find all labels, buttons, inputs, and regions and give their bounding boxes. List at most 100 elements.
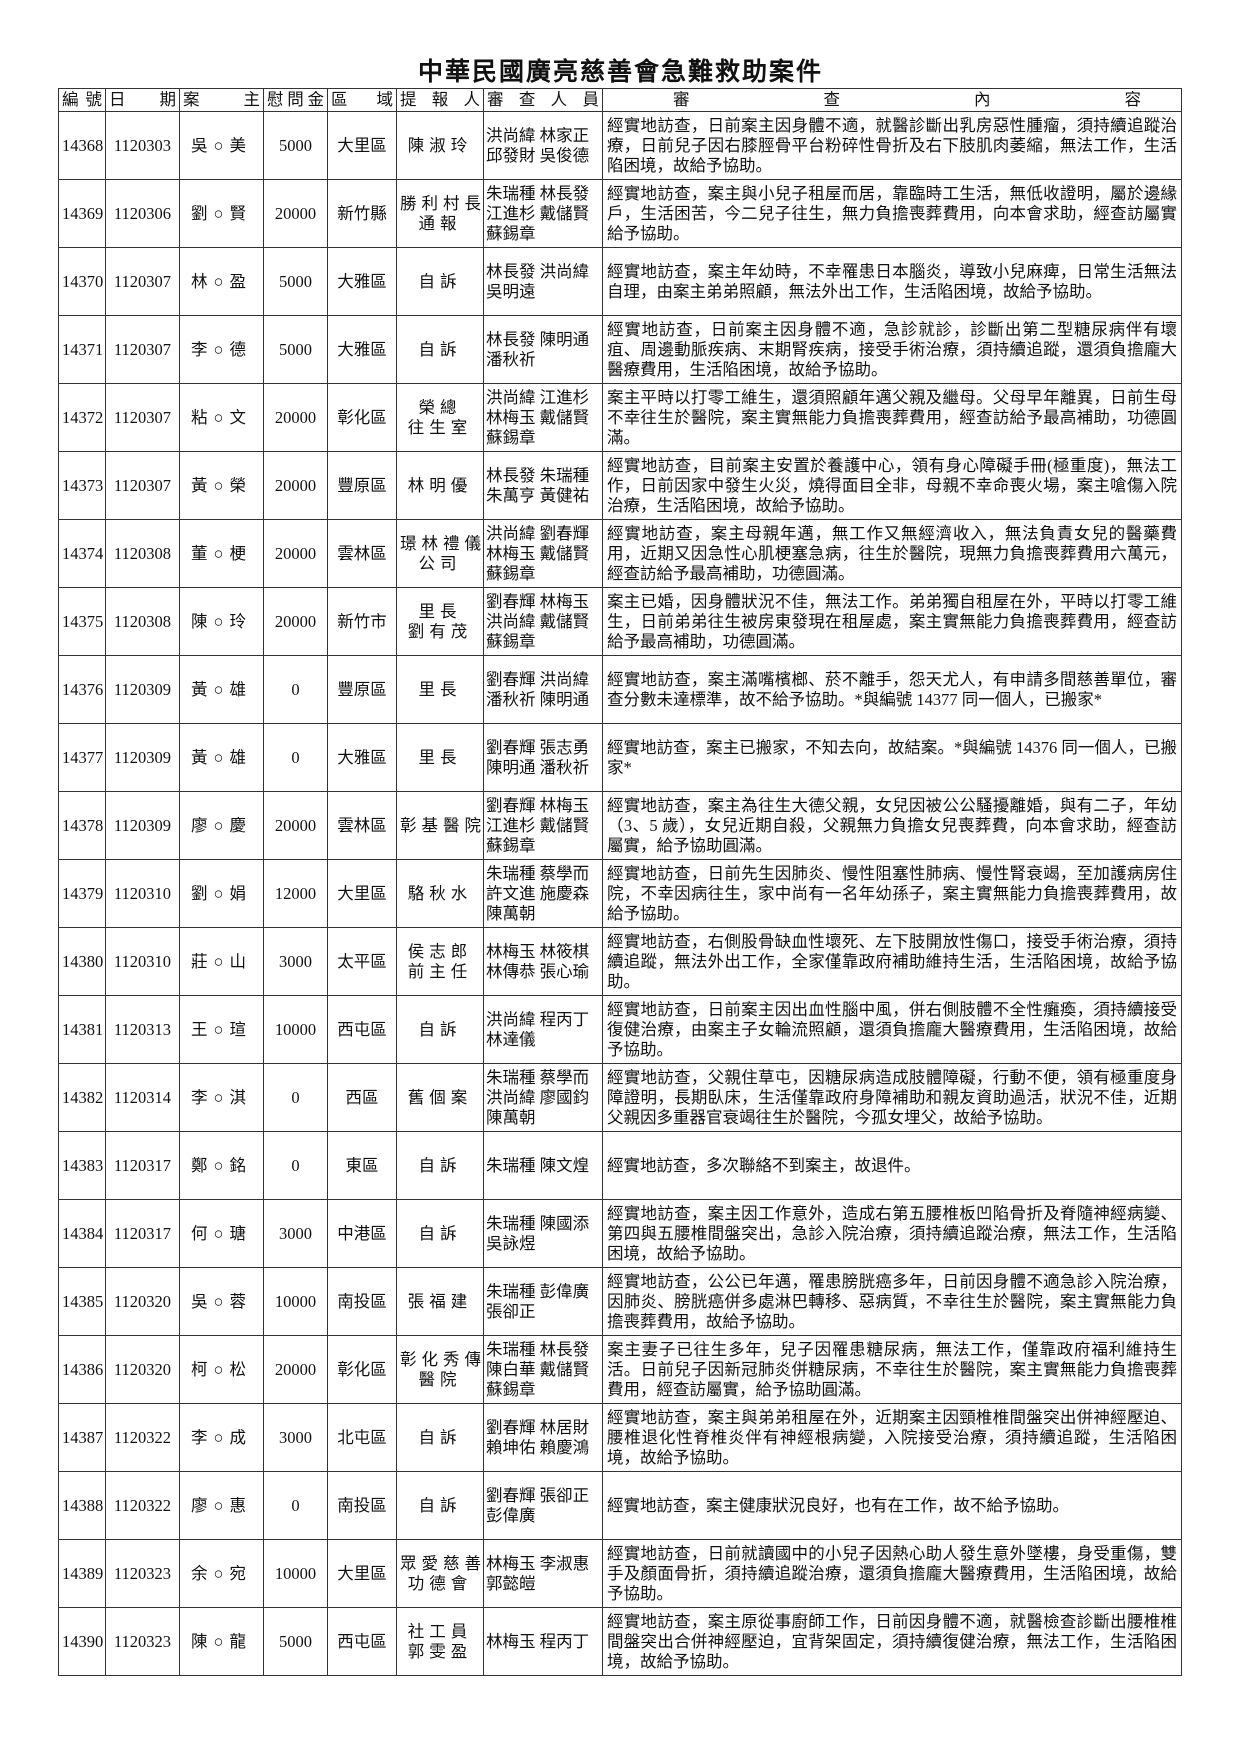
- case-owner: 李○淇: [179, 1063, 264, 1132]
- owner-name: 柯○松: [191, 1359, 252, 1379]
- reviewers: 林長發 朱瑞種 朱萬亨 黃健祐: [483, 451, 603, 520]
- reviewers: 劉春輝 張志勇 陳明通 潘秋祈: [483, 723, 603, 792]
- case-date: 1120309: [105, 655, 180, 724]
- case-number: 14380: [58, 927, 106, 996]
- reporter-line: 駱秋水: [407, 883, 473, 903]
- owner-name: 林○盈: [191, 271, 252, 291]
- area: 大里區: [327, 111, 397, 180]
- case-date: 1120308: [105, 519, 180, 588]
- case-owner: 王○瑄: [179, 995, 264, 1064]
- owner-name: 黃○榮: [191, 475, 252, 495]
- reporter-line: 功德會: [407, 1573, 473, 1593]
- case-number: 14373: [58, 451, 106, 520]
- case-date: 1120307: [105, 315, 180, 384]
- case-date: 1120314: [105, 1063, 180, 1132]
- reporter-line: 劉有茂: [407, 621, 473, 641]
- area: 大雅區: [327, 247, 397, 316]
- case-date: 1120322: [105, 1471, 180, 1540]
- reviewer-line: 陳萬朝: [486, 1107, 536, 1127]
- reviewer-line: 劉春輝 張卻正: [486, 1485, 590, 1505]
- area: 大里區: [327, 859, 397, 928]
- reviewers: 劉春輝 林居財 賴坤佑 賴慶鴻: [483, 1403, 603, 1472]
- condolence-amount: 20000: [263, 587, 328, 656]
- reviewers: 劉春輝 林梅玉 洪尚緯 戴儲賢 蘇錫章: [483, 587, 603, 656]
- case-date: 1120317: [105, 1199, 180, 1268]
- review-content: 經實地訪查，案主原從事廚師工作，日前因身體不適，就醫檢查診斷出腰椎椎間盤突出合併…: [602, 1607, 1182, 1676]
- reviewer-line: 賴坤佑 賴慶鴻: [486, 1437, 590, 1457]
- area: 南投區: [327, 1267, 397, 1336]
- owner-name: 余○宛: [191, 1563, 252, 1583]
- reviewer-line: 朱瑞種 蔡學而: [486, 1067, 590, 1087]
- table-row: 14385 1120320 吳○蓉 10000 南投區 張福建 朱瑞種 彭偉廣 張卻正 經實地訪…: [58, 1267, 1182, 1336]
- reporter-line: 自訴: [418, 1427, 462, 1447]
- reviewers: 洪尚緯 江進杉 林梅玉 戴儲賢 蘇錫章: [483, 383, 603, 452]
- reporter-line: 往生室: [407, 417, 473, 437]
- reporter: 里長 劉有茂: [396, 587, 484, 656]
- reviewer-line: 彭偉廣: [486, 1505, 536, 1525]
- relief-cases-table: 編號 日期 案主 慰問金 區域 提報人 審查人員 審查內容 14368 11203…: [58, 88, 1182, 1676]
- reviewer-line: 洪尚緯 廖國鈞: [486, 1087, 590, 1107]
- reporter-line: 眾愛慈善: [400, 1553, 486, 1573]
- case-number: 14371: [58, 315, 106, 384]
- review-content: 經實地訪查，日前案主因身體不適，急診就診，診斷出第二型糖尿病伴有壞疽、周邊動脈疾…: [602, 315, 1182, 384]
- reporter-line: 彰基醫院: [400, 815, 486, 835]
- case-owner: 吳○蓉: [179, 1267, 264, 1336]
- reviewer-line: 劉春輝 林梅玉: [486, 591, 590, 611]
- header-amount: 慰問金: [263, 88, 328, 112]
- reporter-line: 璟林禮儀: [400, 533, 486, 553]
- reviewers: 林梅玉 李淑惠 郭懿皚: [483, 1539, 603, 1608]
- owner-name: 陳○玲: [191, 611, 252, 631]
- reporter-line: 前主任: [407, 961, 473, 981]
- reporter: 眾愛慈善 功德會: [396, 1539, 486, 1608]
- area: 大里區: [327, 1539, 397, 1608]
- review-content: 經實地訪查，日前案主因出血性腦中風，併右側肢體不全性癱瘓，須持續接受復健治療，由…: [602, 995, 1182, 1064]
- reviewer-line: 劉春輝 林居財: [486, 1417, 590, 1437]
- area: 豐原區: [327, 451, 397, 520]
- condolence-amount: 20000: [263, 179, 328, 248]
- reporter-line: 榮總: [418, 397, 462, 417]
- reporter-line: 侯志郎: [407, 941, 473, 961]
- reviewer-line: 吳詠煜: [486, 1233, 536, 1253]
- reporter: 社工員 郭雯盈: [396, 1607, 484, 1676]
- reviewer-line: 林長發 洪尚緯: [486, 261, 590, 281]
- reporter-line: 社工員: [407, 1621, 473, 1641]
- case-number: 14368: [58, 111, 106, 180]
- reviewer-line: 林梅玉 程丙丁: [486, 1631, 590, 1651]
- case-owner: 廖○惠: [179, 1471, 264, 1540]
- reporter-line: 通報: [418, 213, 462, 233]
- table-row: 14388 1120322 廖○惠 0 南投區 自訴 劉春輝 張卻正 彭偉廣 經實地訪查，案主健…: [58, 1471, 1182, 1540]
- case-date: 1120320: [105, 1267, 180, 1336]
- table-row: 14379 1120310 劉○娟 12000 大里區 駱秋水 朱瑞種 蔡學而 許文進 施慶森…: [58, 859, 1182, 928]
- reviewer-line: 蘇錫章: [486, 223, 536, 243]
- owner-name: 董○梗: [191, 543, 252, 563]
- case-owner: 余○宛: [179, 1539, 264, 1608]
- reporter: 張福建: [396, 1267, 484, 1336]
- table-row: 14383 1120317 鄭○銘 0 東區 自訴 朱瑞種 陳文煌 經實地訪查，多次聯絡不到案…: [58, 1131, 1182, 1200]
- reviewer-line: 林梅玉 李淑惠: [486, 1553, 590, 1573]
- owner-name: 何○瑭: [191, 1223, 252, 1243]
- condolence-amount: 20000: [263, 519, 328, 588]
- case-owner: 董○梗: [179, 519, 264, 588]
- case-date: 1120309: [105, 791, 180, 860]
- reviewer-line: 蘇錫章: [486, 835, 536, 855]
- case-date: 1120323: [105, 1539, 180, 1608]
- review-content: 經實地訪查，父親住草屯，因糖尿病造成肢體障礙，行動不便，領有極重度身障證明，長期…: [602, 1063, 1182, 1132]
- reporter-line: 自訴: [418, 271, 462, 291]
- reviewers: 朱瑞種 蔡學而 許文進 施慶森 陳萬朝: [483, 859, 603, 928]
- case-date: 1120323: [105, 1607, 180, 1676]
- owner-name: 王○瑄: [191, 1019, 252, 1039]
- area: 東區: [327, 1131, 397, 1200]
- area: 新竹縣: [327, 179, 397, 248]
- area: 南投區: [327, 1471, 397, 1540]
- table-row: 14374 1120308 董○梗 20000 雲林區 璟林禮儀 公司 洪尚緯 劉春輝 林梅玉 …: [58, 519, 1182, 588]
- reviewer-line: 陳白華 戴儲賢: [486, 1359, 590, 1379]
- reviewer-line: 洪尚緯 程丙丁: [486, 1009, 590, 1029]
- reviewer-line: 朱瑞種 彭偉廣: [486, 1281, 590, 1301]
- case-owner: 林○盈: [179, 247, 264, 316]
- condolence-amount: 10000: [263, 995, 328, 1064]
- reviewers: 林長發 洪尚緯 吳明遠: [483, 247, 603, 316]
- owner-name: 劉○賢: [191, 203, 252, 223]
- reviewer-line: 劉春輝 洪尚緯: [486, 669, 590, 689]
- area: 西屯區: [327, 1607, 397, 1676]
- case-number: 14374: [58, 519, 106, 588]
